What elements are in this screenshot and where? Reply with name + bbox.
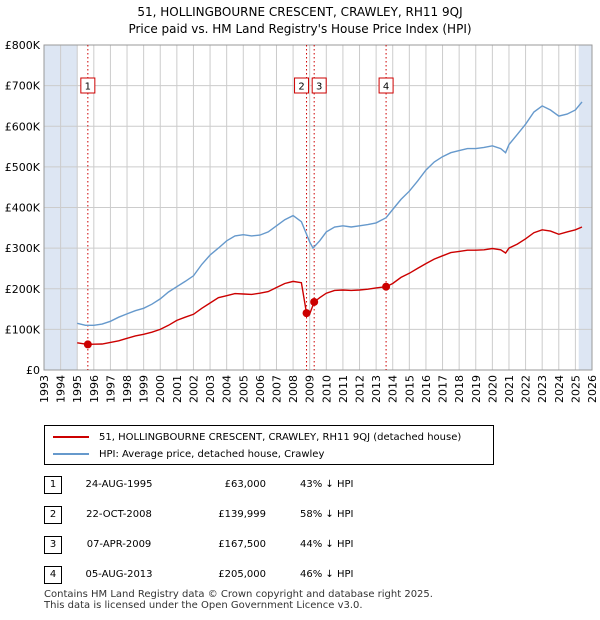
chart-legend: 51, HOLLINGBOURNE CRESCENT, CRAWLEY, RH1… bbox=[44, 425, 494, 465]
sale-marker-label: 1 bbox=[85, 82, 91, 93]
sale-hpi-diff: 44% ↓ HPI bbox=[300, 539, 354, 550]
x-tick-label: 1999 bbox=[138, 375, 151, 403]
x-tick-label: 2001 bbox=[171, 375, 184, 403]
sale-date: 07-APR-2009 bbox=[86, 539, 152, 550]
x-tick-label: 2021 bbox=[503, 375, 516, 403]
sale-marker-label: 4 bbox=[383, 82, 389, 93]
sale-hpi-diff: 58% ↓ HPI bbox=[300, 509, 354, 520]
footer-note: Contains HM Land Registry data © Crown c… bbox=[44, 589, 433, 611]
sale-price: £205,000 bbox=[218, 569, 266, 580]
y-tick-label: £500K bbox=[5, 161, 41, 174]
plot-border bbox=[43, 44, 593, 371]
y-tick-label: £400K bbox=[5, 202, 41, 215]
sale-date: 05-AUG-2013 bbox=[85, 569, 153, 580]
series-line bbox=[77, 101, 583, 326]
sale-point bbox=[302, 309, 311, 318]
x-tick-label: 2002 bbox=[187, 375, 200, 403]
sale-date: 24-AUG-1995 bbox=[85, 479, 153, 490]
x-tick-label: 1993 bbox=[38, 375, 51, 403]
x-tick-label: 1994 bbox=[55, 375, 68, 403]
sale-marker-box bbox=[80, 77, 96, 94]
sale-point bbox=[310, 297, 319, 306]
x-tick-label: 2023 bbox=[536, 375, 549, 403]
x-tick-label: 2003 bbox=[204, 375, 217, 403]
x-tick-label: 1996 bbox=[88, 375, 101, 403]
sale-marker-label: 3 bbox=[316, 82, 322, 93]
x-tick-label: 2025 bbox=[569, 375, 582, 403]
legend-label-property: 51, HOLLINGBOURNE CRESCENT, CRAWLEY, RH1… bbox=[99, 431, 462, 443]
series-line bbox=[77, 226, 583, 346]
x-tick-label: 2012 bbox=[354, 375, 367, 403]
chart-title: 51, HOLLINGBOURNE CRESCENT, CRAWLEY, RH1… bbox=[137, 5, 463, 19]
legend-swatch-property bbox=[53, 436, 89, 438]
x-tick-label: 2020 bbox=[486, 375, 499, 403]
x-tick-label: 2016 bbox=[420, 375, 433, 403]
sale-number: 4 bbox=[44, 566, 62, 584]
sale-price: £63,000 bbox=[224, 479, 266, 490]
table-row: 2 22-OCT-2008 £139,999 58% ↓ HPI bbox=[0, 506, 600, 526]
x-tick-label: 2013 bbox=[370, 375, 383, 403]
legend-item-property: 51, HOLLINGBOURNE CRESCENT, CRAWLEY, RH1… bbox=[53, 430, 461, 444]
table-row: 1 24-AUG-1995 £63,000 43% ↓ HPI bbox=[0, 476, 600, 496]
price-chart: £0 £100K £200K £300K £400K £500K £600K £700K £80… bbox=[5, 39, 599, 403]
y-tick-label: £600K bbox=[5, 120, 41, 133]
sale-number: 1 bbox=[44, 476, 62, 494]
legend-label-hpi: HPI: Average price, detached house, Craw… bbox=[99, 448, 325, 460]
x-tick-label: 2000 bbox=[154, 375, 167, 403]
x-tick-label: 2008 bbox=[287, 375, 300, 403]
table-row: 4 05-AUG-2013 £205,000 46% ↓ HPI bbox=[0, 566, 600, 586]
y-tick-label: £800K bbox=[5, 39, 41, 52]
x-tick-label: 2026 bbox=[586, 375, 599, 403]
table-row: 3 07-APR-2009 £167,500 44% ↓ HPI bbox=[0, 536, 600, 556]
x-tick-label: 2018 bbox=[453, 375, 466, 403]
x-tick-label: 2009 bbox=[304, 375, 317, 403]
footer-line-1: Contains HM Land Registry data © Crown c… bbox=[44, 589, 433, 600]
sale-hpi-diff: 46% ↓ HPI bbox=[300, 569, 354, 580]
x-tick-label: 2005 bbox=[237, 375, 250, 403]
sale-number: 2 bbox=[44, 506, 62, 524]
sale-price: £167,500 bbox=[218, 539, 266, 550]
x-tick-label: 2019 bbox=[470, 375, 483, 403]
sale-number: 3 bbox=[44, 536, 62, 554]
y-tick-label: £200K bbox=[5, 283, 41, 296]
legend-item-hpi: HPI: Average price, detached house, Craw… bbox=[53, 447, 324, 461]
chart-subtitle: Price paid vs. HM Land Registry's House … bbox=[128, 22, 472, 36]
x-tick-label: 1995 bbox=[71, 375, 84, 403]
sale-point bbox=[83, 340, 92, 349]
y-tick-label: £300K bbox=[5, 242, 41, 255]
sale-marker-box bbox=[311, 77, 327, 94]
sale-marker-box bbox=[294, 77, 310, 94]
sale-hpi-diff: 43% ↓ HPI bbox=[300, 479, 354, 490]
sale-price: £139,999 bbox=[218, 509, 266, 520]
x-tick-label: 2022 bbox=[520, 375, 533, 403]
x-tick-label: 2014 bbox=[387, 375, 400, 403]
x-tick-label: 2007 bbox=[270, 375, 283, 403]
legend-swatch-hpi bbox=[53, 453, 89, 455]
sale-date: 22-OCT-2008 bbox=[86, 509, 152, 520]
x-tick-label: 2004 bbox=[221, 375, 234, 403]
x-tick-label: 2024 bbox=[553, 375, 566, 403]
x-tick-label: 2011 bbox=[337, 375, 350, 403]
sale-marker-label: 2 bbox=[298, 82, 304, 93]
y-tick-label: £100K bbox=[5, 323, 41, 336]
x-tick-label: 2010 bbox=[320, 375, 333, 403]
x-tick-label: 1997 bbox=[104, 375, 117, 403]
x-tick-label: 2006 bbox=[254, 375, 267, 403]
footer-line-2: This data is licensed under the Open Gov… bbox=[44, 600, 363, 611]
x-tick-label: 2015 bbox=[403, 375, 416, 403]
sale-marker-box bbox=[378, 77, 394, 94]
y-tick-label: £0 bbox=[26, 364, 40, 377]
y-tick-label: £700K bbox=[5, 80, 41, 93]
x-tick-label: 2017 bbox=[437, 375, 450, 403]
x-tick-label: 1998 bbox=[121, 375, 134, 403]
sale-point bbox=[382, 282, 391, 291]
